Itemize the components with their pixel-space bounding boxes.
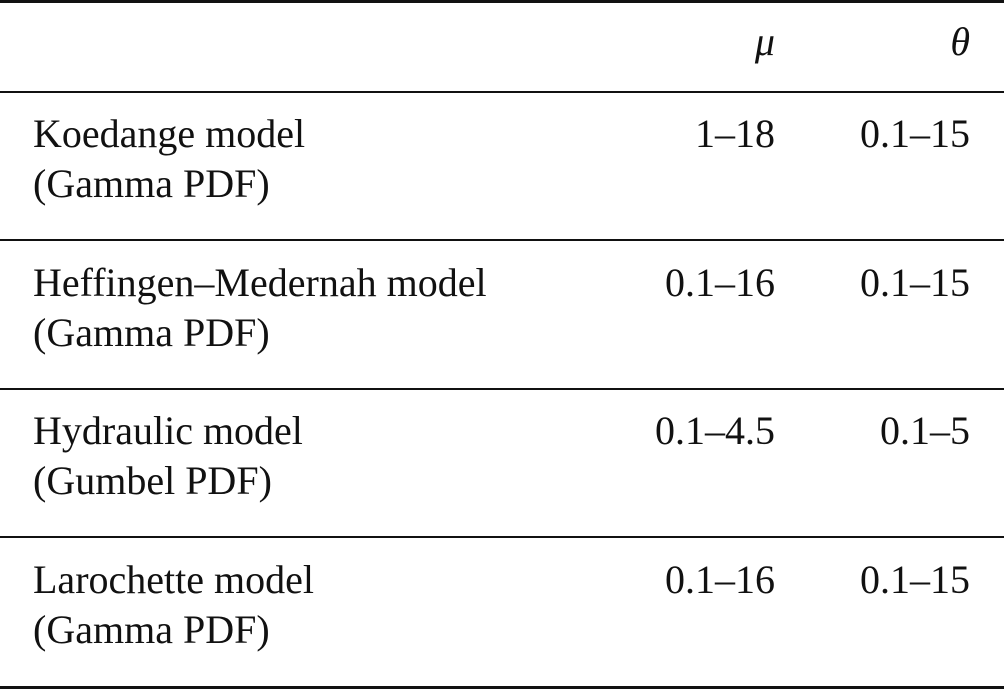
table-rule <box>0 536 1004 538</box>
model-pdf: (Gamma PDF) <box>33 161 270 206</box>
table-rule <box>0 0 1004 3</box>
table-rule <box>0 91 1004 93</box>
header-cell: θ <box>950 19 970 64</box>
mu-range: 0.1–16 <box>665 556 775 602</box>
model-pdf: (Gamma PDF) <box>33 309 270 355</box>
mu-range: 0.1–16 <box>665 259 775 305</box>
model-name: Hydraulic model <box>33 408 303 453</box>
header-cell: μ <box>754 19 775 64</box>
model-name: Larochette model <box>33 556 314 602</box>
theta-range: 0.1–15 <box>860 556 970 602</box>
model-pdf: (Gamma PDF) <box>33 606 270 652</box>
table-rule <box>0 239 1004 241</box>
theta-range: 0.1–15 <box>860 259 970 305</box>
mu-range: 1–18 <box>695 111 775 156</box>
theta-range: 0.1–5 <box>880 408 970 453</box>
table-rule <box>0 387 1004 390</box>
table-rule <box>0 686 1004 689</box>
model-name: Heffingen–Medernah model <box>33 259 487 305</box>
theta-range: 0.1–15 <box>860 111 970 156</box>
mu-range: 0.1–4.5 <box>655 408 775 453</box>
model-pdf: (Gumbel PDF) <box>33 458 272 503</box>
model-name: Koedange model <box>33 111 306 156</box>
